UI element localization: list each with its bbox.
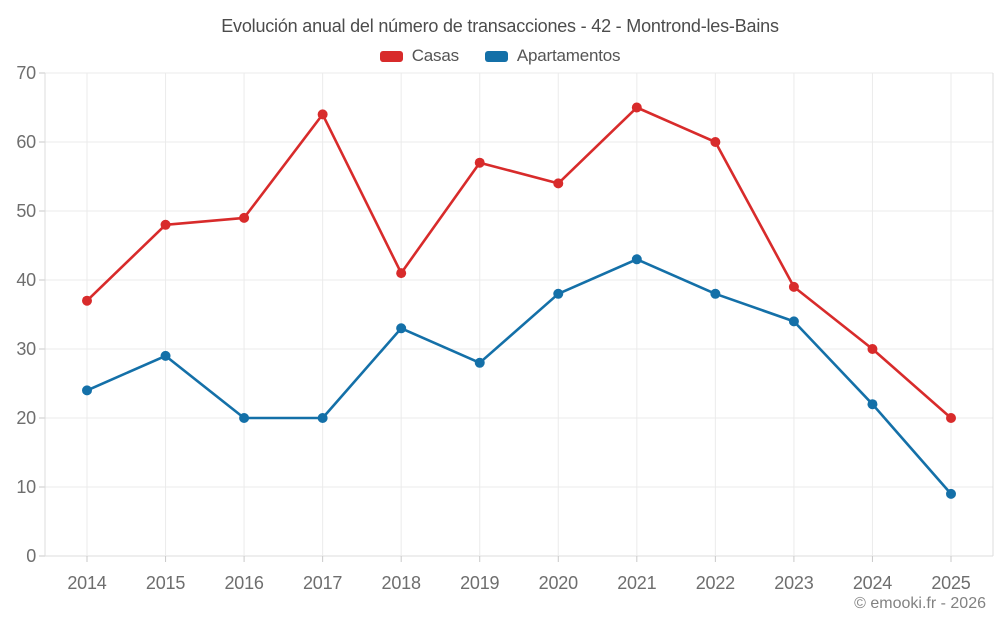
chart-title: Evolución anual del número de transaccio…: [221, 16, 779, 36]
y-axis-label: 30: [16, 339, 36, 359]
data-point-apartamentos-2020: [553, 288, 564, 299]
data-point-apartamentos-2016: [239, 413, 250, 423]
data-point-apartamentos-2015: [160, 350, 171, 361]
y-axis-label: 20: [16, 408, 36, 428]
data-point-casas-2015: [160, 219, 171, 230]
data-point-casas-2019: [474, 157, 485, 168]
x-axis-label: 2025: [931, 573, 970, 593]
data-point-casas-2014: [82, 295, 92, 306]
data-point-casas-2018: [396, 268, 407, 279]
x-axis-label: 2017: [303, 573, 342, 593]
x-axis-label: 2014: [67, 573, 106, 593]
data-point-apartamentos-2021: [631, 254, 642, 265]
x-axis-label: 2019: [460, 573, 499, 593]
data-point-apartamentos-2018: [396, 323, 407, 334]
data-point-apartamentos-2017: [317, 413, 328, 423]
x-axis-label: 2016: [224, 573, 263, 593]
x-axis-label: 2020: [539, 573, 578, 593]
series-line-casas: [85, 106, 953, 420]
x-axis-label: 2023: [774, 573, 813, 593]
data-point-apartamentos-2014: [82, 385, 92, 396]
y-axis-label: 70: [16, 63, 36, 83]
data-point-casas-2024: [867, 344, 878, 354]
x-axis-label: 2021: [617, 573, 656, 593]
x-axis-label: 2015: [146, 573, 185, 593]
legend-swatch-apartamentos: [484, 50, 508, 62]
x-axis-label: 2022: [696, 573, 735, 593]
legend-item-apartamentos[interactable]: Apartamentos: [484, 46, 621, 66]
legend-swatch-casas: [379, 50, 403, 62]
x-axis-label: 2024: [853, 573, 892, 593]
data-point-casas-2021: [631, 102, 642, 113]
legend-label: Casas: [411, 46, 459, 65]
legend-item-casas[interactable]: Casas: [379, 46, 459, 66]
data-point-apartamentos-2024: [867, 399, 878, 410]
y-axis-label: 40: [16, 270, 36, 290]
data-point-apartamentos-2019: [474, 357, 485, 368]
data-point-casas-2025: [946, 413, 956, 423]
data-point-apartamentos-2022: [710, 288, 721, 299]
y-axis-label: 60: [16, 132, 36, 152]
series-line-apartamentos: [85, 257, 953, 496]
watermark-credit: © emooki.fr - 2026: [854, 595, 986, 612]
y-axis-label: 10: [16, 477, 36, 497]
legend-label: Apartamentos: [516, 46, 621, 65]
chart-legend: Casas Apartamentos: [0, 45, 1000, 67]
data-point-casas-2020: [553, 178, 564, 189]
data-point-casas-2016: [239, 212, 250, 223]
data-point-apartamentos-2025: [946, 488, 956, 499]
data-point-casas-2017: [317, 109, 328, 120]
data-point-casas-2022: [710, 137, 721, 147]
data-point-casas-2023: [788, 281, 799, 292]
x-axis-label: 2018: [382, 573, 421, 593]
data-point-apartamentos-2023: [788, 316, 799, 327]
y-axis-label: 50: [16, 201, 36, 221]
y-axis-label: 0: [26, 546, 36, 566]
